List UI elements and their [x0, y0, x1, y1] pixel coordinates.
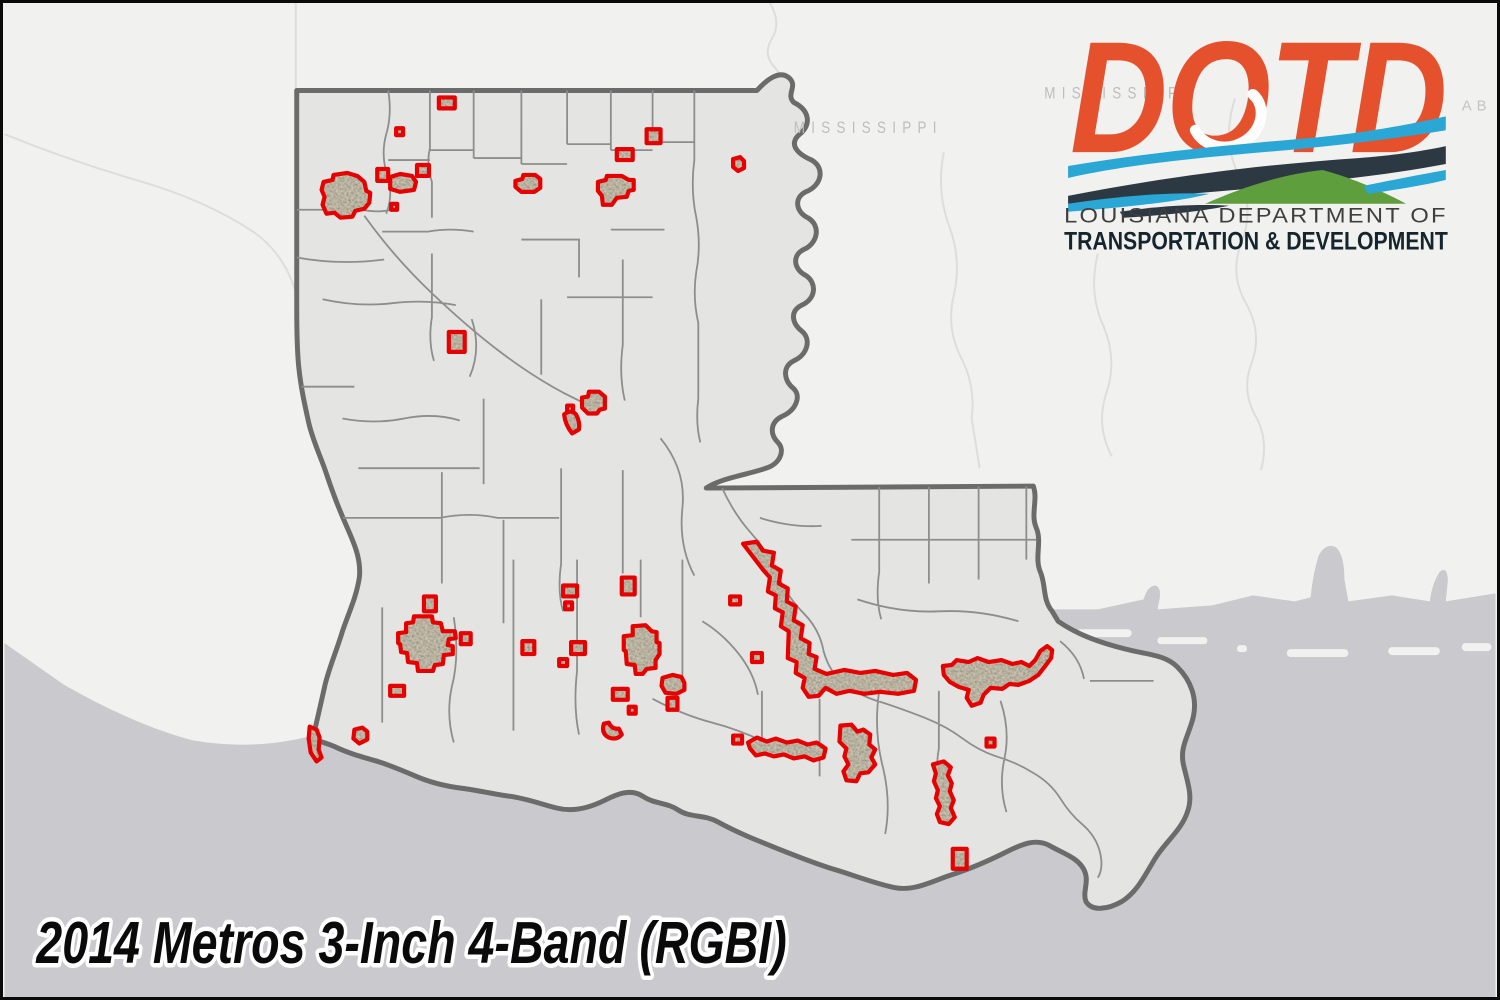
- island: [1237, 645, 1247, 653]
- metro-area-jennings: [520, 639, 537, 657]
- map-title: 2014 Metros 3-Inch 4-Band (RGBI): [36, 909, 787, 976]
- metro-area-new-orleans: [940, 644, 1055, 708]
- dotd-logo-dept-line2: TRANSPORTATION & DEVELOPMENT: [1064, 229, 1448, 256]
- metro-area-alexandria: [579, 389, 607, 416]
- metro-area-lake-charles: [396, 614, 458, 674]
- metro-area-vinton: [388, 683, 407, 698]
- metro-area-natchitoches: [446, 329, 467, 354]
- metro-area-iowa: [458, 631, 473, 647]
- metro-area-cotton-valley: [414, 162, 432, 179]
- state-label-mississippi: MISSISSIPPI: [794, 118, 943, 137]
- metro-area-dot-kaplan: [557, 656, 570, 669]
- map-canvas: MISSISSIPPI MISSISSIPPI AB DOTD LOUISIAN…: [4, 3, 1496, 997]
- island: [1461, 643, 1492, 652]
- dotd-logo-dept-line1: LOUISIANA DEPARTMENT OF: [1064, 205, 1448, 228]
- metro-area-houma: [837, 722, 878, 784]
- dotd-logo-wave-right-icon: [1363, 169, 1446, 194]
- dotd-logo-road-sliver-icon: [1119, 205, 1230, 218]
- metro-area-dot-erath: [626, 704, 638, 716]
- barrier-islands: [1076, 629, 1492, 658]
- metro-area-sabine-strip: [306, 724, 324, 764]
- island: [1157, 637, 1208, 645]
- island: [1286, 649, 1349, 658]
- metro-area-farmerville: [614, 147, 635, 163]
- metro-area-bastrop: [644, 127, 663, 146]
- metro-area-dot-franklin: [731, 733, 745, 746]
- metro-area-opelousas: [619, 575, 637, 597]
- metro-area-dot-sarepta: [394, 126, 406, 138]
- metro-area-dot-sibley: [389, 201, 400, 212]
- metro-area-ruston: [513, 172, 543, 194]
- metro-area-pineville: [562, 409, 582, 436]
- state-label-alabama-partial: AB: [1462, 98, 1492, 114]
- dotd-logo-hill-icon: [1205, 169, 1407, 204]
- metro-area-cameron: [351, 725, 370, 746]
- state-label-mississippi-2: MISSISSIPPI: [1044, 83, 1193, 102]
- metro-area-morgan-city: [745, 735, 828, 763]
- metro-area-new-iberia: [659, 672, 687, 696]
- metro-area-dot-pearl-river: [984, 736, 997, 749]
- metro-area-eunice: [561, 583, 580, 599]
- metro-area-lake-providence: [731, 154, 747, 174]
- dotd-logo: DOTD LOUISIANA DEPARTMENT OF TRANSPORTAT…: [1064, 8, 1448, 255]
- metro-area-dequincy: [421, 594, 438, 614]
- dotd-logo-wave-top-icon: [1068, 116, 1446, 178]
- metro-area-golden-meadow: [950, 846, 969, 871]
- metro-area-larose: [930, 759, 957, 827]
- metro-area-cullen: [375, 166, 391, 184]
- island: [1388, 647, 1440, 656]
- metro-area-dot-eunice: [563, 600, 575, 612]
- metro-area-delcambre-arc: [600, 720, 624, 741]
- metro-area-crowley: [568, 640, 588, 657]
- metro-area-monroe: [595, 173, 636, 207]
- outside-rivers: [4, 3, 1266, 471]
- dotd-logo-road-icon: [1068, 146, 1446, 204]
- metro-area-dot-port-allen: [728, 594, 743, 607]
- metro-area-lafayette: [621, 623, 662, 677]
- dotd-logo-wave-bottom-icon: [1068, 193, 1210, 212]
- metro-area-abbeville: [610, 686, 630, 702]
- metro-areas-layer: [306, 95, 1055, 871]
- metro-area-minden: [388, 171, 419, 194]
- dotd-logo-o-swirl-icon: [1189, 88, 1267, 153]
- metro-area-jeanerette: [665, 695, 680, 712]
- metro-area-springhill: [436, 95, 457, 111]
- metro-area-baton-rouge: [740, 539, 919, 699]
- metro-area-shreveport: [319, 170, 373, 220]
- metro-area-dot-plaquemine: [749, 650, 765, 665]
